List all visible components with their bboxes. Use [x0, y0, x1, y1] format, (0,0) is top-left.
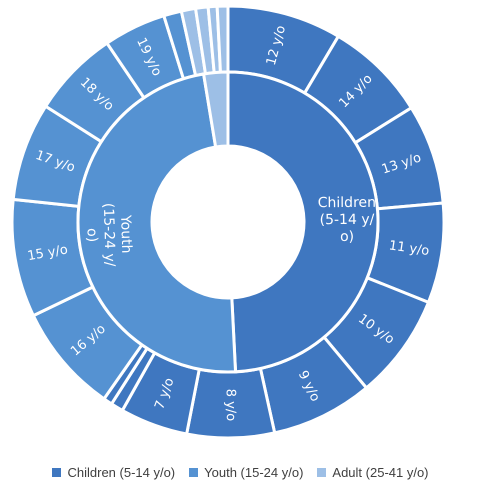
legend-label-youth: Youth (15-24 y/o) [204, 464, 304, 480]
label-11-y-o: 11 y/o [388, 238, 431, 259]
label-8-y-o: 8 y/o [223, 389, 238, 422]
inner-segment-adult-25-41-y-o[interactable] [201, 70, 230, 149]
inner-segment-children-5-14-y-o[interactable] [226, 70, 380, 374]
inner-ring [76, 70, 380, 374]
label-15-y-o: 15 y/o [26, 242, 69, 264]
legend-item-youth[interactable]: Youth (15-24 y/o) [189, 465, 303, 480]
sunburst-chart: 12 y/o14 y/o13 y/o11 y/o10 y/o9 y/o8 y/o… [10, 4, 446, 440]
legend-swatch-children [52, 467, 62, 477]
inner-label-youth-15-24-y-o: Youth(15-24 y/o) [83, 202, 135, 267]
chart-legend: Children (5-14 y/o) Youth (15-24 y/o) Ad… [0, 462, 481, 482]
legend-swatch-youth [189, 467, 199, 477]
legend-item-children[interactable]: Children (5-14 y/o) [52, 465, 175, 480]
legend-label-adult: Adult (25-41 y/o) [332, 464, 429, 480]
inner-segment-youth-15-24-y-o[interactable] [76, 72, 238, 374]
inner-label-children-5-14-y-o: Children (5-14 y/o) [318, 195, 377, 245]
legend-swatch-adult [317, 467, 327, 477]
legend-label-children: Children (5-14 y/o) [67, 464, 176, 480]
segment-unlabeled-19[interactable] [215, 4, 230, 74]
legend-item-adult[interactable]: Adult (25-41 y/o) [317, 464, 429, 480]
